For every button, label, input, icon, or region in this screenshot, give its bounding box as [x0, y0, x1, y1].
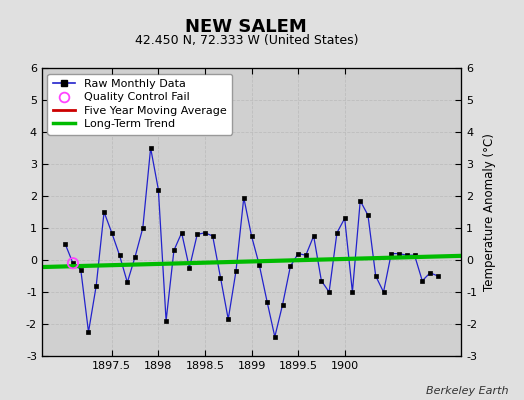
Text: 42.450 N, 72.333 W (United States): 42.450 N, 72.333 W (United States): [135, 34, 358, 47]
Legend: Raw Monthly Data, Quality Control Fail, Five Year Moving Average, Long-Term Tren: Raw Monthly Data, Quality Control Fail, …: [48, 74, 233, 135]
Text: Berkeley Earth: Berkeley Earth: [426, 386, 508, 396]
Point: [69, 260, 77, 266]
Text: NEW SALEM: NEW SALEM: [185, 18, 307, 36]
Y-axis label: Temperature Anomaly (°C): Temperature Anomaly (°C): [483, 133, 496, 291]
